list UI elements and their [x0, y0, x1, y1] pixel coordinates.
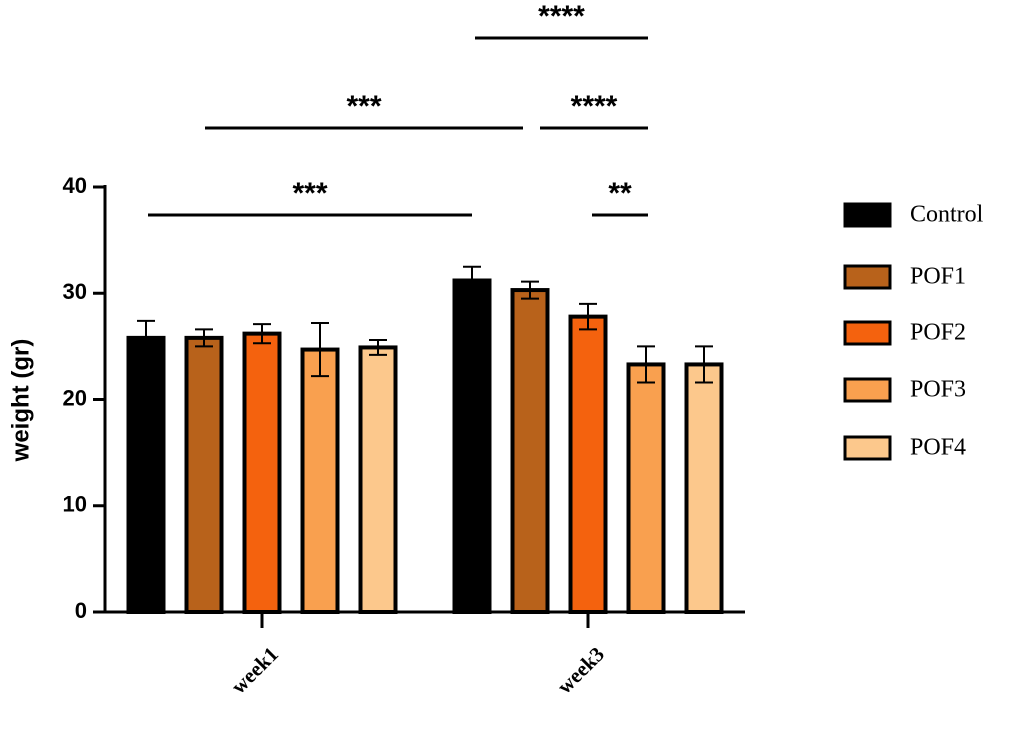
significance-label: *** [292, 177, 327, 210]
bar [568, 314, 608, 614]
legend-label: POF4 [910, 435, 966, 461]
y-tick-label: 40 [63, 173, 87, 198]
legend-label: POF2 [910, 320, 966, 346]
x-tick-label: week3 [552, 642, 609, 699]
legend-swatch [843, 377, 892, 403]
y-tick-label: 10 [63, 492, 87, 517]
bar [300, 347, 340, 614]
error-bar [369, 339, 387, 356]
bar [126, 335, 166, 614]
error-bar [253, 323, 271, 345]
bar [184, 335, 224, 614]
error-bar [311, 322, 329, 378]
error-bar [137, 319, 155, 356]
legend-label: POF1 [910, 264, 966, 290]
legend-label: POF3 [910, 377, 966, 403]
legend-swatch [843, 435, 892, 461]
bar [358, 345, 398, 614]
legend-swatch [843, 202, 892, 228]
legend-label: Control [910, 202, 984, 228]
bar [510, 288, 550, 614]
y-tick-label: 30 [63, 279, 87, 304]
y-axis-label: weight (gr) [7, 339, 34, 463]
bar [452, 278, 492, 614]
bar [242, 331, 282, 614]
y-tick-label: 0 [75, 598, 87, 623]
significance-label: ** [608, 177, 632, 210]
significance-label: *** [346, 90, 381, 123]
error-bar [195, 328, 213, 348]
bar [684, 362, 724, 614]
legend-swatch [843, 264, 892, 290]
x-tick-label: week1 [226, 642, 283, 699]
y-tick-label: 20 [63, 385, 87, 410]
error-bar [637, 345, 655, 384]
error-bar [695, 345, 713, 384]
bar [626, 362, 666, 614]
legend-swatch [843, 320, 892, 346]
error-bar [521, 280, 539, 300]
significance-label: **** [571, 90, 618, 123]
error-bar [463, 265, 481, 296]
error-bar [579, 302, 597, 331]
significance-label: **** [538, 0, 585, 33]
